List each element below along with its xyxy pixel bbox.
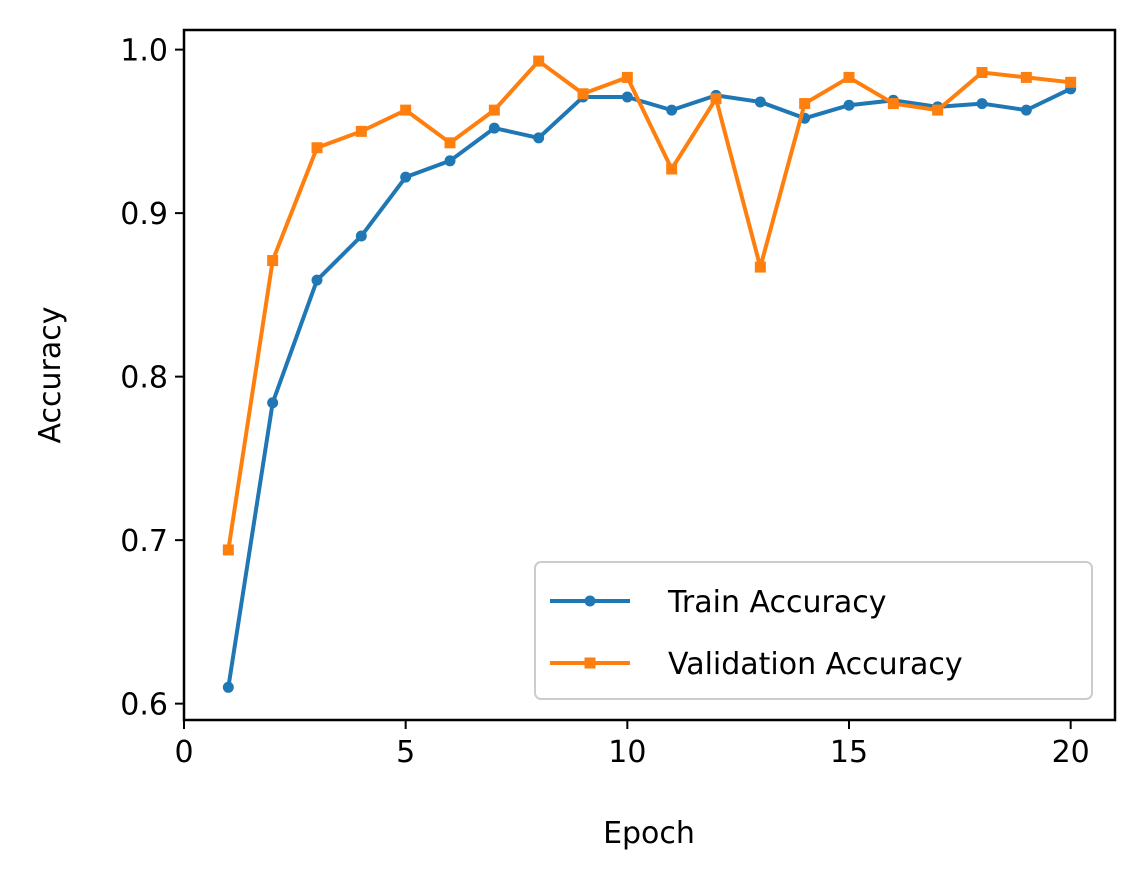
y-tick-label: 0.7 bbox=[120, 524, 168, 559]
validation-accuracy-point bbox=[843, 71, 855, 83]
validation-accuracy-point bbox=[222, 544, 234, 556]
validation-accuracy-point bbox=[267, 255, 279, 267]
validation-accuracy-point bbox=[444, 137, 456, 149]
validation-accuracy-point bbox=[666, 163, 678, 175]
validation-accuracy-point bbox=[976, 67, 988, 79]
validation-accuracy-point bbox=[533, 55, 545, 67]
legend-label-train-accuracy: Train Accuracy bbox=[667, 585, 886, 620]
train-accuracy-point bbox=[400, 171, 412, 183]
validation-accuracy-point bbox=[1020, 71, 1032, 83]
train-accuracy-point bbox=[444, 155, 456, 167]
legend: Train Accuracy Validation Accuracy bbox=[534, 561, 1093, 700]
legend-box bbox=[534, 561, 1093, 700]
validation-accuracy-point bbox=[311, 142, 323, 154]
train-accuracy-point bbox=[666, 104, 678, 116]
validation-accuracy-point bbox=[932, 104, 944, 116]
train-accuracy-point bbox=[754, 96, 766, 108]
validation-accuracy-point bbox=[887, 98, 899, 110]
validation-accuracy-point bbox=[799, 98, 811, 110]
y-tick-label: 1.0 bbox=[120, 34, 168, 69]
validation-accuracy-point bbox=[710, 93, 722, 105]
validation-accuracy-point bbox=[621, 71, 633, 83]
validation-accuracy-point bbox=[400, 104, 412, 116]
legend-label-validation-accuracy: Validation Accuracy bbox=[668, 647, 963, 682]
legend-marker-validation-accuracy bbox=[584, 657, 596, 669]
validation-accuracy-point bbox=[488, 104, 500, 116]
x-tick-label: 15 bbox=[830, 735, 868, 770]
train-accuracy-point bbox=[311, 274, 323, 286]
train-accuracy-point bbox=[533, 132, 545, 144]
x-tick-label: 10 bbox=[608, 735, 646, 770]
y-tick-label: 0.9 bbox=[120, 197, 168, 232]
y-axis: 0.6 0.7 0.8 0.9 1.0 bbox=[120, 34, 184, 723]
x-tick-label: 20 bbox=[1052, 735, 1090, 770]
train-accuracy-point bbox=[1020, 104, 1032, 116]
x-axis-title: Epoch bbox=[603, 816, 695, 851]
x-axis: 0 5 10 15 20 bbox=[174, 720, 1090, 770]
validation-accuracy-line bbox=[226, 59, 1071, 551]
train-accuracy-point bbox=[222, 681, 234, 693]
y-tick-label: 0.8 bbox=[120, 361, 168, 396]
validation-accuracy-point bbox=[577, 88, 589, 100]
train-accuracy-point bbox=[976, 98, 988, 110]
train-accuracy-point bbox=[621, 91, 633, 103]
x-tick-label: 5 bbox=[396, 735, 415, 770]
x-tick-label: 0 bbox=[174, 735, 193, 770]
axes-frame bbox=[182, 28, 1117, 722]
legend-marker-train-accuracy bbox=[584, 595, 596, 607]
train-accuracy-point bbox=[355, 230, 367, 242]
train-accuracy-line bbox=[226, 87, 1072, 688]
y-tick-label: 0.6 bbox=[120, 688, 168, 723]
y-axis-title: Accuracy bbox=[33, 307, 68, 444]
train-accuracy-point bbox=[843, 99, 855, 111]
train-accuracy-point bbox=[267, 397, 279, 409]
validation-accuracy-point bbox=[355, 125, 367, 137]
plot-area bbox=[222, 55, 1077, 693]
validation-accuracy-point bbox=[754, 261, 766, 273]
train-accuracy-point bbox=[488, 122, 500, 134]
validation-accuracy-point bbox=[1065, 76, 1077, 88]
